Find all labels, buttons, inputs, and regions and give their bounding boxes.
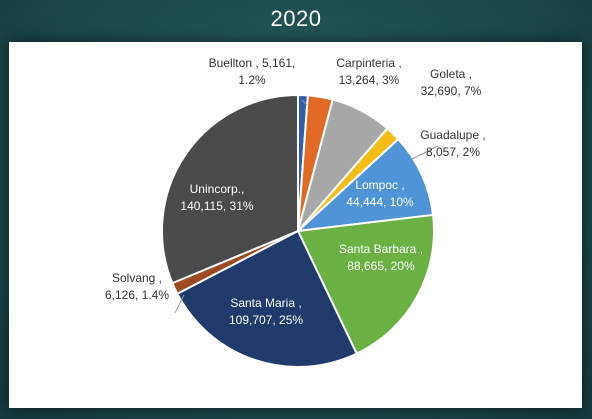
pie-chart: Buellton , 5,161, 1.2% Carpinteria , 13,264…	[105, 56, 486, 368]
data-label-lompoc: Lompoc , 44,444, 10%	[346, 178, 414, 209]
chart-panel: Buellton , 5,161, 1.2% Carpinteria , 13,264…	[9, 42, 582, 408]
data-label-unincorp-: Unincorp., 140,115, 31%	[180, 182, 254, 213]
pie-slice-lompoc	[295, 137, 435, 233]
data-label-carpinteria: Carpinteria , 13,264, 3%	[336, 56, 401, 87]
data-label-santa-maria: Santa Maria , 109,707, 25%	[229, 296, 303, 327]
chart-title: 2020	[270, 6, 322, 31]
data-label-buellton: Buellton , 5,161, 1.2%	[209, 56, 296, 87]
leader-line	[301, 99, 308, 106]
pie-slice-santa-barbara	[296, 213, 435, 356]
data-label-goleta: Goleta , 32,690, 7%	[421, 67, 482, 98]
leader-line	[174, 294, 185, 314]
pie-slice-unincorp-	[161, 93, 299, 285]
data-label-santa-barbara: Santa Barbara , 88,665, 20%	[339, 242, 423, 273]
leader-line	[411, 145, 439, 160]
pie-slice-santa-maria	[175, 229, 359, 368]
data-label-solvang: Solvang , 6,126, 1.4%	[105, 271, 169, 302]
data-label-guadalupe: Guadalupe , 8,057, 2%	[420, 128, 485, 159]
